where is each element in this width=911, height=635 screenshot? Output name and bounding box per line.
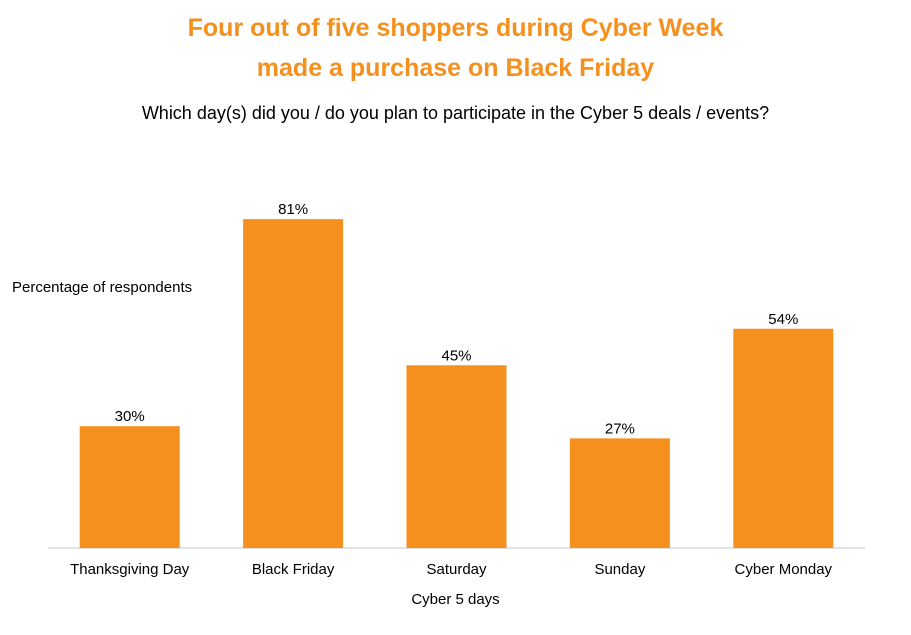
chart-title-line-1: Four out of five shoppers during Cyber W… xyxy=(187,14,724,42)
bar-sunday xyxy=(569,438,670,548)
x-tick-label: Saturday xyxy=(426,561,487,578)
data-label: 81% xyxy=(278,201,308,218)
x-tick-label: Sunday xyxy=(594,561,645,578)
chart-subtitle: Which day(s) did you / do you plan to pa… xyxy=(141,103,770,123)
data-label: 27% xyxy=(605,420,635,437)
data-label: 45% xyxy=(441,347,471,364)
data-label: 54% xyxy=(768,311,798,328)
data-label: 30% xyxy=(115,408,145,425)
bar-black-friday xyxy=(243,219,344,548)
chart-title-line-2: made a purchase on Black Friday xyxy=(256,54,655,82)
bar-saturday xyxy=(406,365,507,548)
x-tick-label: Thanksgiving Day xyxy=(70,561,190,578)
x-axis-label: Cyber 5 days xyxy=(411,591,500,608)
x-tick-label: Black Friday xyxy=(252,561,335,578)
bar-cyber-monday xyxy=(733,328,834,548)
x-tick-label: Cyber Monday xyxy=(735,561,833,578)
bar-thanksgiving-day xyxy=(79,426,180,548)
y-axis-label: Percentage of respondents xyxy=(12,279,193,296)
